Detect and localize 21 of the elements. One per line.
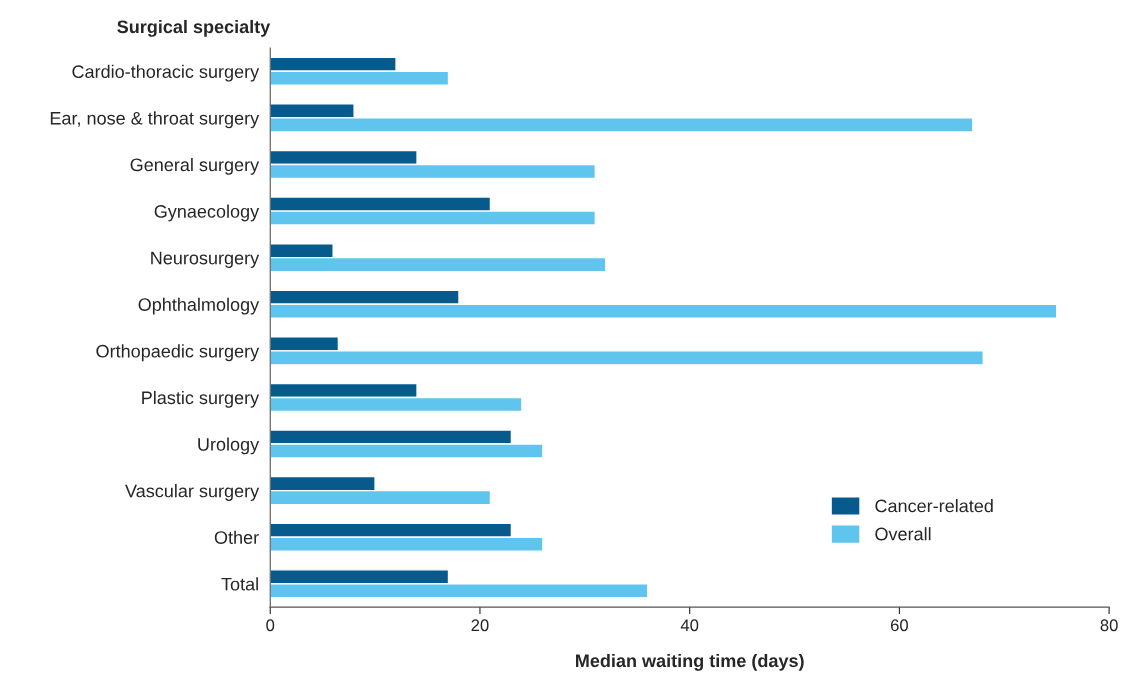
y-tick-label: Ophthalmology [138,297,260,315]
x-tick-label: 20 [471,619,489,632]
y-tick-label: Vascular surgery [125,484,260,501]
y-tick-label: General surgery [130,157,260,175]
y-tick-label: Ear, nose & throat surgery [50,111,260,129]
y-tick-label: Other [214,530,259,544]
x-tick-label: 0 [266,619,275,632]
x-axis-title: Median waiting time (days) [576,653,804,671]
legend-label: Overall [875,527,931,541]
y-tick-label: Neurosurgery [151,251,260,268]
y-tick-label: Urology [198,437,260,455]
y-axis-title: Surgical specialty [117,19,271,37]
legend-label: Cancer-related [875,499,993,513]
y-tick-label: Cardio-thoracic surgery [72,64,260,82]
y-tick-label: Orthopaedic surgery [96,344,260,362]
y-tick-label: Plastic surgery [142,390,260,408]
x-tick-label: 40 [680,619,699,632]
y-tick-label: Total [221,577,258,591]
x-tick-label: 60 [890,619,909,632]
y-tick-label: Gynaecology [154,204,260,222]
x-tick-label: 80 [1100,619,1118,632]
